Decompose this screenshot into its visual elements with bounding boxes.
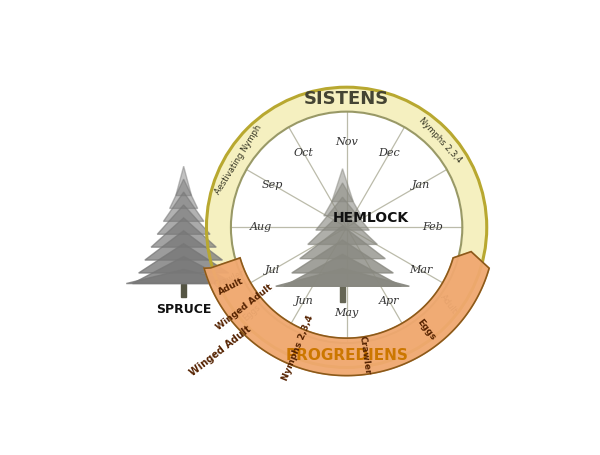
Text: May: May — [334, 308, 359, 318]
Text: Jun: Jun — [295, 297, 313, 307]
Circle shape — [206, 87, 487, 368]
Polygon shape — [139, 244, 229, 273]
Text: Crawler: Crawler — [213, 268, 247, 290]
Polygon shape — [324, 183, 361, 216]
Text: Aestivating Nymph: Aestivating Nymph — [213, 123, 263, 196]
Text: Nymphs 2,3,4: Nymphs 2,3,4 — [281, 313, 316, 382]
Text: Eggs: Eggs — [415, 317, 437, 342]
Polygon shape — [300, 226, 385, 259]
Text: Aug: Aug — [250, 222, 272, 233]
Circle shape — [231, 111, 463, 343]
Polygon shape — [170, 179, 197, 208]
Text: Apr: Apr — [379, 297, 400, 307]
Polygon shape — [133, 257, 235, 283]
Text: Nymphs 2,3,4: Nymphs 2,3,4 — [417, 116, 463, 165]
Polygon shape — [284, 254, 401, 286]
Text: SPRUCE: SPRUCE — [156, 303, 211, 316]
Text: Feb: Feb — [422, 222, 443, 233]
Polygon shape — [204, 252, 489, 376]
Polygon shape — [151, 218, 216, 247]
Polygon shape — [276, 268, 409, 286]
Polygon shape — [308, 212, 377, 244]
Polygon shape — [126, 269, 241, 283]
Text: Nov: Nov — [335, 136, 358, 147]
Polygon shape — [163, 192, 204, 222]
Text: Winged Adult: Winged Adult — [215, 283, 274, 332]
Text: Jul: Jul — [265, 265, 280, 275]
Text: PROGREDIENS: PROGREDIENS — [285, 348, 408, 363]
Text: Crawler: Crawler — [358, 335, 372, 376]
Polygon shape — [316, 197, 369, 230]
Text: SISTENS: SISTENS — [304, 90, 389, 108]
Text: Oct: Oct — [294, 148, 314, 158]
Text: Jan: Jan — [412, 180, 430, 190]
Text: Adult: Adult — [217, 276, 245, 296]
Polygon shape — [157, 205, 210, 234]
Text: Dec: Dec — [379, 148, 400, 158]
Text: Adult: Adult — [439, 293, 459, 316]
Text: Winged Adult: Winged Adult — [188, 324, 253, 378]
Bar — [181, 283, 186, 297]
Polygon shape — [176, 166, 191, 196]
Polygon shape — [292, 240, 394, 273]
Text: Mar: Mar — [409, 265, 433, 275]
Text: Sep: Sep — [262, 180, 283, 190]
Bar — [340, 286, 345, 302]
Text: HEMLOCK: HEMLOCK — [333, 211, 409, 225]
Polygon shape — [145, 231, 223, 260]
Text: Eggs: Eggs — [241, 303, 262, 323]
Polygon shape — [332, 169, 353, 202]
